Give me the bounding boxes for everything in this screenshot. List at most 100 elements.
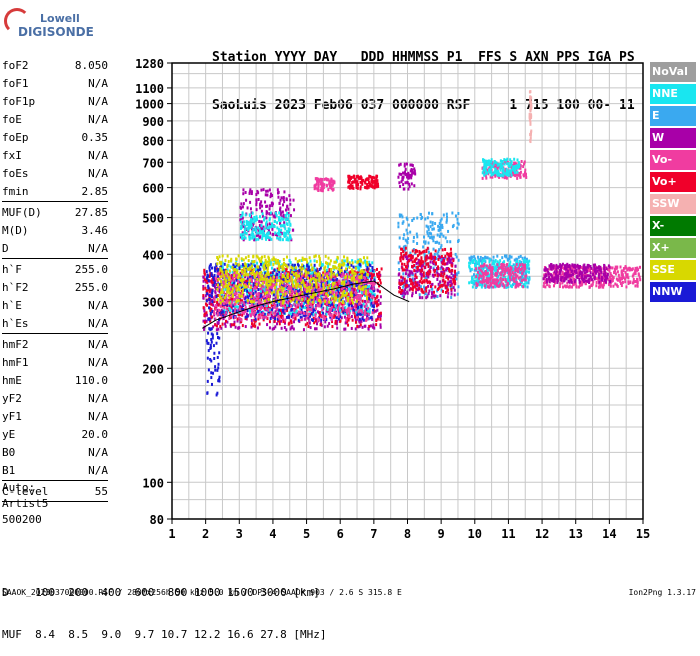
echo-point [202, 294, 204, 297]
echo-point [308, 298, 310, 301]
echo-point [488, 259, 490, 262]
echo-point [257, 298, 259, 301]
echo-point [482, 278, 484, 281]
echo-point [318, 272, 320, 275]
echo-point [238, 302, 240, 305]
echo-point [284, 263, 286, 266]
echo-point [254, 306, 256, 309]
echo-point [230, 303, 232, 306]
echo-point [515, 267, 517, 270]
echo-point [328, 322, 330, 325]
echo-point [370, 299, 372, 302]
echo-point [358, 320, 360, 323]
echo-point [513, 279, 515, 282]
echo-point [290, 305, 292, 308]
echo-point [228, 286, 230, 289]
echo-point [373, 288, 375, 291]
echo-point [203, 280, 205, 283]
echo-point [454, 279, 456, 282]
echo-point [492, 270, 494, 273]
echo-point [299, 304, 301, 307]
echo-point [526, 264, 528, 267]
echo-point [273, 256, 275, 259]
echo-point [211, 295, 213, 298]
echo-point [295, 291, 297, 294]
echo-point [293, 264, 295, 267]
echo-point [359, 280, 361, 283]
echo-point [637, 278, 639, 281]
echo-point [426, 295, 428, 298]
echo-point [345, 295, 347, 298]
echo-point [320, 299, 322, 302]
echo-point [271, 304, 273, 307]
echo-point [319, 279, 321, 282]
echo-point [339, 267, 341, 270]
echo-point [485, 270, 487, 273]
echo-point [247, 285, 249, 288]
echo-point [203, 326, 205, 329]
echo-point [317, 290, 319, 293]
echo-point [370, 278, 372, 281]
echo-point [215, 305, 217, 308]
echo-point [405, 285, 407, 288]
echo-point [471, 268, 473, 271]
echo-point [489, 268, 491, 271]
echo-point [251, 306, 253, 309]
echo-point [298, 300, 300, 303]
echo-point [279, 322, 281, 325]
echo-point [428, 290, 430, 293]
echo-point [288, 314, 290, 317]
echo-point [256, 307, 258, 310]
echo-point [316, 327, 318, 330]
echo-point [305, 323, 307, 326]
echo-point [296, 301, 298, 304]
echo-point [332, 279, 334, 282]
echo-point [408, 255, 410, 258]
echo-point [283, 268, 285, 271]
echo-point [208, 293, 210, 296]
echo-point [506, 265, 508, 268]
echo-point [446, 221, 448, 224]
echo-point [380, 314, 382, 317]
echo-point [264, 303, 266, 306]
echo-point [251, 300, 253, 303]
echo-point [370, 269, 372, 272]
echo-point [305, 300, 307, 303]
echo-point [318, 277, 320, 280]
echo-point [302, 292, 304, 295]
echo-point [274, 291, 276, 294]
echo-point [318, 289, 320, 292]
echo-point [481, 278, 483, 281]
echo-point [424, 255, 426, 258]
echo-point [310, 275, 312, 278]
echo-point [315, 288, 317, 291]
echo-point [487, 272, 489, 275]
echo-point [427, 262, 429, 265]
echo-point [365, 285, 367, 288]
echo-point [515, 273, 517, 276]
echo-point [274, 317, 276, 320]
echo-point [329, 292, 331, 295]
echo-point [406, 217, 408, 220]
echo-point [493, 279, 495, 282]
echo-point [335, 294, 337, 297]
echo-point [373, 327, 375, 330]
echo-point [215, 308, 217, 311]
echo-point [506, 285, 508, 288]
echo-point [240, 301, 242, 304]
echo-point [321, 290, 323, 293]
echo-point [231, 323, 233, 326]
echo-point [366, 315, 368, 318]
echo-point [297, 297, 299, 300]
echo-point [324, 299, 326, 302]
echo-point [222, 280, 224, 283]
echo-point [342, 279, 344, 282]
echo-point [513, 277, 515, 280]
echo-point [498, 262, 500, 265]
echo-point [306, 283, 308, 286]
echo-point [484, 266, 486, 269]
echo-point [410, 258, 412, 261]
echo-point [479, 283, 481, 286]
echo-point [236, 273, 238, 276]
echo-point [319, 279, 321, 282]
